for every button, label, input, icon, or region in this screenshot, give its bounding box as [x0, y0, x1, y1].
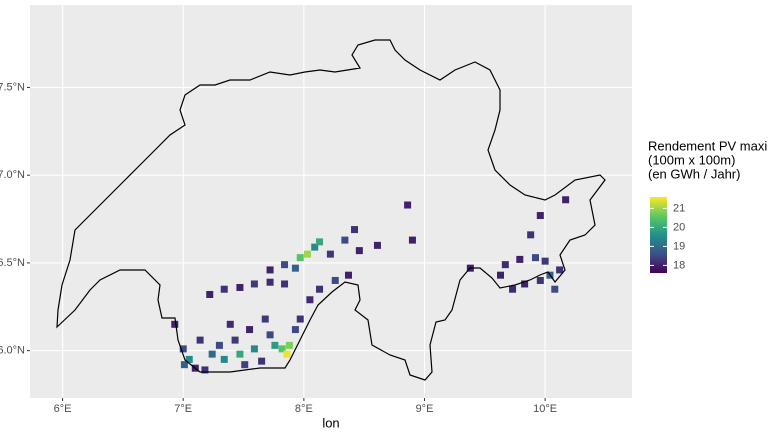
raster: [171, 196, 570, 374]
raster-cell: [531, 254, 539, 262]
raster-cell: [220, 285, 228, 293]
y-tick-label: 46.0°N: [0, 345, 25, 357]
raster-cell: [562, 196, 570, 204]
country-border: [56, 39, 606, 381]
raster-cell: [266, 266, 274, 274]
panel: [30, 5, 632, 398]
raster-cell: [497, 271, 505, 279]
grid: [30, 5, 632, 398]
raster-cell: [241, 361, 249, 369]
raster-cell: [246, 326, 254, 334]
x-tick-label: 9°E: [416, 403, 434, 415]
legend-title: (100m x 100m): [648, 152, 735, 167]
raster-cell: [521, 280, 529, 288]
raster-cell: [196, 336, 204, 344]
raster-cell: [285, 341, 293, 349]
raster-cell: [261, 315, 269, 323]
raster-cell: [527, 231, 535, 239]
raster-cell: [344, 271, 352, 279]
raster-cell: [306, 296, 314, 304]
raster-cell: [404, 201, 412, 209]
raster-cell: [271, 341, 279, 349]
raster-cell: [179, 345, 187, 353]
raster-cell: [326, 250, 334, 258]
raster-cell: [266, 278, 274, 286]
raster-cell: [316, 285, 324, 293]
raster-cell: [556, 266, 564, 274]
legend: Rendement PV maxim(100m x 100m)(en GWh /…: [648, 138, 768, 273]
raster-cell: [501, 261, 509, 269]
raster-cell: [536, 276, 544, 284]
raster-cell: [236, 350, 244, 358]
raster-cell: [291, 264, 299, 272]
x-tick-label: 6°E: [54, 403, 72, 415]
raster-cell: [226, 320, 234, 328]
raster-cell: [266, 331, 274, 339]
raster-cell: [355, 247, 363, 255]
raster-cell: [291, 326, 299, 334]
x-axis-title: lon: [322, 415, 339, 430]
y-tick-label: 47.5°N: [0, 81, 25, 93]
raster-cell: [185, 355, 193, 363]
raster-cell: [215, 341, 223, 349]
raster-cell: [258, 357, 266, 365]
raster-cell: [283, 350, 291, 358]
raster-cell: [351, 226, 359, 234]
raster-cell: [220, 355, 228, 363]
raster-cell: [303, 250, 311, 258]
raster-cell: [180, 361, 188, 369]
x-tick-label: 10°E: [533, 403, 557, 415]
colorbar: [650, 197, 667, 273]
raster-cell: [281, 261, 289, 269]
raster-cell: [236, 283, 244, 291]
raster-cell: [316, 238, 324, 246]
raster-cell: [373, 241, 381, 249]
raster-cell: [206, 290, 214, 298]
raster-cell: [201, 366, 209, 374]
raster-cell: [296, 254, 304, 262]
colorbar-label: 18: [673, 259, 685, 271]
legend-title: Rendement PV maxim: [648, 138, 768, 153]
raster-cell: [231, 336, 239, 344]
raster-cell: [278, 345, 286, 353]
x-tick-label: 7°E: [174, 403, 192, 415]
raster-cell: [536, 212, 544, 220]
raster-cell: [296, 315, 304, 323]
raster-cell: [311, 243, 319, 251]
raster-cell: [509, 285, 517, 293]
raster-cell: [171, 320, 179, 328]
raster-cell: [250, 280, 258, 288]
raster-cell: [250, 345, 258, 353]
raster-cell: [541, 257, 549, 265]
raster-cell: [551, 285, 559, 293]
raster-cell: [281, 280, 289, 288]
y-tick-label: 46.5°N: [0, 257, 25, 269]
raster-cell: [341, 236, 349, 244]
x-tick-label: 8°E: [295, 403, 313, 415]
raster-cell: [208, 350, 216, 358]
raster-cell: [516, 255, 524, 263]
raster-cell: [331, 276, 339, 284]
colorbar-label: 21: [673, 202, 685, 214]
colorbar-label: 20: [673, 221, 685, 233]
y-tick-label: 47.0°N: [0, 169, 25, 181]
legend-title: (en GWh / Jahr): [648, 166, 740, 181]
colorbar-label: 19: [673, 240, 685, 252]
raster-cell: [408, 236, 416, 244]
